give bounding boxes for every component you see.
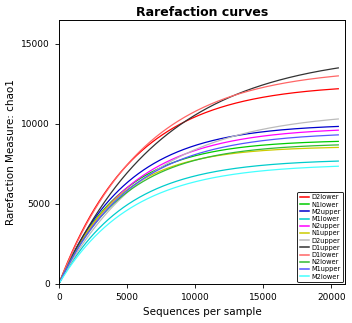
Title: Rarefaction curves: Rarefaction curves <box>136 5 268 18</box>
X-axis label: Sequences per sample: Sequences per sample <box>143 307 262 318</box>
Y-axis label: Rarefaction Measure: chao1: Rarefaction Measure: chao1 <box>6 79 15 225</box>
Legend: D2lower, N1lower, M2upper, M1lower, N2upper, N1upper, D2upper, D1upper, D1lower,: D2lower, N1lower, M2upper, M1lower, N2up… <box>297 192 343 282</box>
